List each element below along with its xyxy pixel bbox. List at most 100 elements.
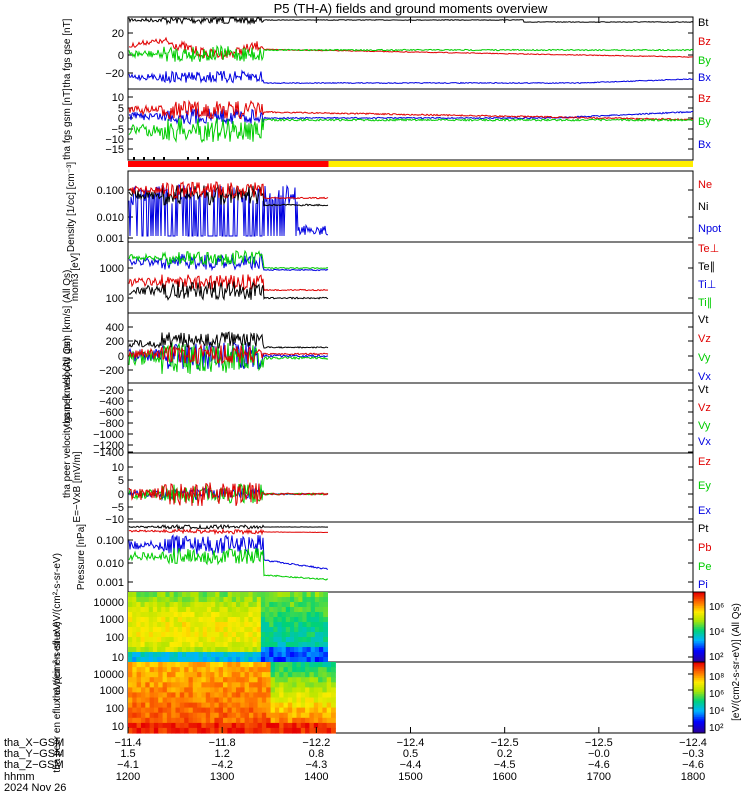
region-tick — [187, 157, 189, 160]
spectrogram-cell — [205, 722, 211, 729]
spectrogram-cell — [281, 622, 287, 628]
spectrogram-cell — [236, 677, 241, 683]
spectrogram-cell — [140, 612, 146, 618]
colorbar-cell — [693, 674, 705, 677]
spectrogram-cell — [231, 612, 237, 618]
spectrogram-cell — [273, 637, 279, 643]
spectrogram-cell — [273, 617, 279, 623]
spectrogram-cell — [165, 637, 171, 643]
colorbar-cell — [693, 642, 705, 646]
spectrogram-cell — [145, 702, 151, 709]
spectrogram-cell — [186, 657, 191, 663]
spectrogram-cell — [223, 652, 229, 658]
legend-By: By — [698, 116, 711, 128]
spectrogram-cell — [274, 667, 280, 673]
colorbar-cell — [693, 634, 705, 637]
spectrogram-cell — [253, 697, 259, 704]
spectrogram-cell — [285, 632, 291, 638]
spectrogram-cell — [322, 717, 328, 724]
spectrogram-cell — [244, 612, 250, 618]
spectrogram-cell — [266, 692, 272, 699]
spectrogram-cell — [227, 722, 233, 729]
spectrogram-cell — [283, 687, 289, 694]
spectrogram-cell — [290, 637, 295, 643]
spectrogram-cell — [223, 602, 229, 608]
spectrogram-cell — [205, 717, 211, 724]
spectrogram-cell — [313, 662, 319, 668]
spectrogram-cell — [128, 607, 133, 613]
spectrogram-cell — [149, 717, 155, 724]
y-axis-label: tha fgs gse [nT] — [62, 18, 73, 87]
spectrogram-cell — [175, 717, 181, 724]
spectrogram-cell — [256, 652, 262, 658]
spectrogram-cell — [211, 617, 216, 623]
spectrogram-cell — [253, 692, 259, 699]
spectrogram-cell — [175, 697, 181, 704]
spectrogram-cell — [257, 727, 263, 734]
spectrogram-cell — [198, 617, 204, 623]
spectrogram-cell — [202, 647, 208, 653]
spectrogram-cell — [319, 652, 324, 658]
spectrogram-cell — [192, 682, 198, 688]
colorbar-cell — [693, 606, 705, 609]
spectrogram-cell — [319, 617, 324, 623]
spectrogram-cell — [211, 642, 216, 648]
spectrogram-cell — [294, 627, 299, 633]
spectrogram-cell — [210, 682, 215, 688]
spectrogram-cell — [149, 677, 155, 683]
spectrogram-cell — [201, 662, 207, 668]
spectrogram-cell — [214, 687, 220, 694]
spectrogram-cell — [132, 607, 137, 613]
panel-frame — [127, 452, 694, 523]
spectrogram-cell — [152, 607, 158, 613]
spectrogram-cell — [190, 597, 196, 603]
spectrogram-cell — [314, 602, 320, 608]
spectrogram-cell — [197, 727, 202, 734]
spectrogram-cell — [306, 637, 312, 643]
spectrogram-cell — [256, 617, 262, 623]
spectrogram-cell — [310, 612, 316, 618]
spectrogram-cell — [296, 687, 302, 694]
spectrogram-cell — [205, 702, 211, 709]
spectrogram-cell — [186, 617, 191, 623]
spectrogram-cell — [188, 722, 194, 729]
spectrogram-cell — [236, 607, 241, 613]
spectrogram-cell — [173, 622, 179, 628]
spectrogram-cell — [148, 632, 154, 638]
spectrogram-cell — [148, 642, 154, 648]
spectrogram-cell — [244, 707, 250, 714]
spectrogram-cell — [132, 657, 137, 663]
spectrogram-cell — [175, 662, 181, 668]
spectrogram-cell — [270, 667, 276, 673]
spectrogram-cell — [331, 712, 336, 719]
spectrogram-cell — [248, 602, 254, 608]
spectrogram-cell — [314, 642, 320, 648]
spectrogram-cell — [240, 682, 246, 688]
spectrogram-cell — [223, 687, 228, 694]
spectrogram-cell — [218, 677, 224, 683]
spectrogram-cell — [157, 657, 162, 663]
spectrogram-cell — [169, 612, 175, 618]
spectrogram-cell — [319, 642, 324, 648]
spectrogram-cell — [236, 717, 241, 724]
spectrogram-cell — [166, 692, 172, 699]
y-axis-label: tha peer velocity gsm [km/s] (All Qs) — [62, 338, 73, 498]
spectrogram-cell — [292, 727, 298, 734]
spectrogram-cell — [161, 627, 166, 633]
spectrogram-cell — [298, 612, 304, 618]
y-tick-label: −20 — [105, 68, 124, 80]
x-tick-label: 1600 — [492, 771, 516, 783]
spectrogram-cell — [302, 622, 308, 628]
spectrogram-cell — [310, 617, 316, 623]
spectrogram-cell — [165, 622, 171, 628]
spectrogram-cell — [177, 657, 183, 663]
spectrogram-cell — [236, 612, 241, 618]
spectrogram-cell — [300, 697, 306, 704]
colorbar-cell — [693, 635, 705, 639]
spectrogram-cell — [236, 652, 241, 658]
spectrogram-cell — [214, 702, 220, 709]
spectrogram-cell — [260, 597, 266, 603]
spectrogram-cell — [173, 612, 179, 618]
spectrogram-cell — [240, 697, 246, 704]
y-tick-label: 200 — [106, 336, 124, 348]
